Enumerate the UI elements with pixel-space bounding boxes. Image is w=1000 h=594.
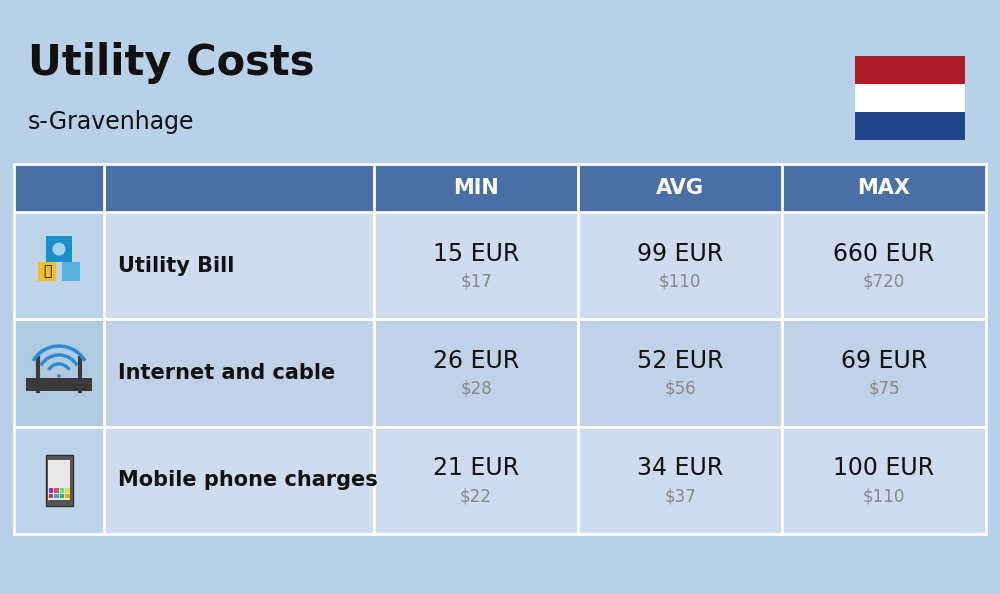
- Text: Utility Bill: Utility Bill: [118, 255, 234, 276]
- Bar: [14, 320, 104, 426]
- Text: s-Gravenhage: s-Gravenhage: [28, 110, 194, 134]
- Text: AVG: AVG: [656, 178, 704, 198]
- Bar: [60, 488, 64, 493]
- Bar: [49, 494, 53, 498]
- Bar: [38, 262, 56, 280]
- Text: $22: $22: [460, 487, 492, 505]
- Text: $110: $110: [659, 273, 701, 290]
- Text: $56: $56: [664, 380, 696, 398]
- Text: 100 EUR: 100 EUR: [833, 456, 935, 481]
- Text: Utility Costs: Utility Costs: [28, 42, 314, 84]
- Text: 🔌: 🔌: [43, 264, 51, 278]
- Text: $720: $720: [863, 273, 905, 290]
- Bar: [855, 112, 965, 140]
- Bar: [46, 455, 72, 506]
- Bar: [48, 460, 70, 500]
- Bar: [14, 164, 986, 212]
- Text: $28: $28: [460, 380, 492, 398]
- Text: MAX: MAX: [858, 178, 910, 198]
- Bar: [26, 378, 92, 391]
- Bar: [62, 262, 80, 280]
- Text: 99 EUR: 99 EUR: [637, 242, 723, 266]
- Bar: [54, 494, 59, 498]
- Bar: [49, 488, 53, 493]
- Bar: [855, 84, 965, 112]
- Bar: [65, 488, 70, 493]
- Text: $37: $37: [664, 487, 696, 505]
- Bar: [60, 494, 64, 498]
- Text: Mobile phone charges: Mobile phone charges: [118, 470, 378, 490]
- Text: 69 EUR: 69 EUR: [841, 349, 927, 373]
- Circle shape: [51, 242, 67, 257]
- Text: $17: $17: [460, 273, 492, 290]
- Bar: [104, 320, 986, 426]
- Text: 660 EUR: 660 EUR: [833, 242, 935, 266]
- Text: 15 EUR: 15 EUR: [433, 242, 519, 266]
- Bar: [14, 426, 104, 534]
- Text: $110: $110: [863, 487, 905, 505]
- Text: $75: $75: [868, 380, 900, 398]
- Text: 26 EUR: 26 EUR: [433, 349, 519, 373]
- Text: 52 EUR: 52 EUR: [637, 349, 723, 373]
- Text: 34 EUR: 34 EUR: [637, 456, 723, 481]
- Bar: [65, 494, 70, 498]
- Bar: [46, 236, 72, 262]
- Text: Internet and cable: Internet and cable: [118, 363, 335, 383]
- Bar: [14, 212, 104, 320]
- Bar: [54, 488, 59, 493]
- Bar: [855, 56, 965, 84]
- Text: MIN: MIN: [453, 178, 499, 198]
- Bar: [104, 426, 986, 534]
- Text: 21 EUR: 21 EUR: [433, 456, 519, 481]
- Circle shape: [57, 374, 61, 378]
- Bar: [104, 212, 986, 320]
